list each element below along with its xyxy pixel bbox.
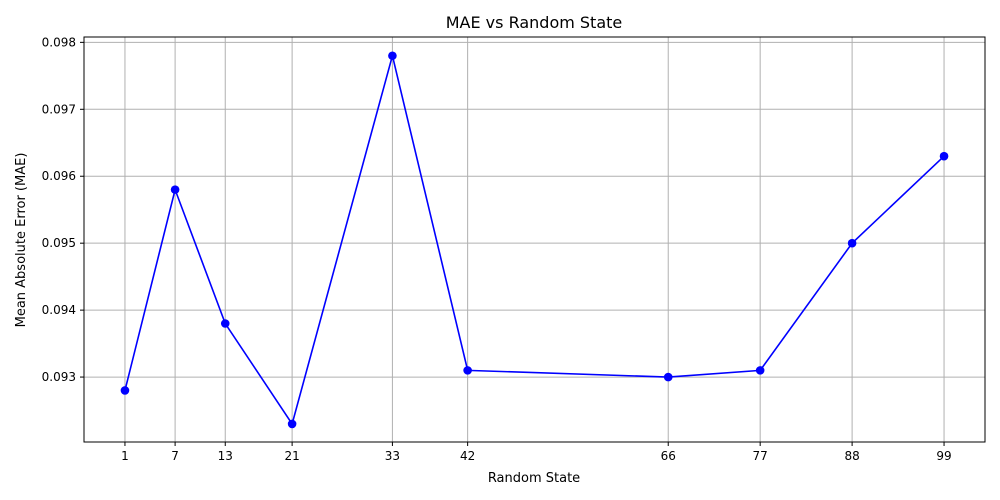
x-tick-label: 21 bbox=[284, 449, 299, 463]
data-point bbox=[755, 366, 765, 375]
y-tick-label: 0.097 bbox=[42, 102, 76, 116]
data-point bbox=[287, 419, 297, 429]
series-mae bbox=[120, 51, 949, 429]
x-tick-label: 66 bbox=[661, 449, 676, 463]
y-tick-label: 0.094 bbox=[42, 303, 76, 317]
data-point bbox=[663, 372, 673, 382]
x-tick-label: 88 bbox=[844, 449, 859, 463]
x-tick-label: 1 bbox=[121, 449, 129, 463]
series-line bbox=[124, 55, 945, 426]
ticks: 1 7 13 21 33 42 66 77 88 99 0.093 0.094 0.095 0.096 0.… bbox=[42, 35, 952, 463]
data-point bbox=[847, 238, 857, 248]
data-point bbox=[220, 319, 230, 328]
grid bbox=[84, 37, 985, 442]
data-point bbox=[120, 386, 130, 395]
chart-title: MAE vs Random State bbox=[446, 13, 623, 32]
y-tick-label: 0.093 bbox=[42, 370, 76, 384]
x-tick-label: 99 bbox=[936, 449, 951, 463]
data-point bbox=[388, 51, 397, 61]
x-axis-label: Random State bbox=[488, 471, 580, 486]
plot-frame bbox=[83, 36, 986, 443]
x-tick-label: 33 bbox=[385, 449, 400, 463]
x-tick-label: 77 bbox=[753, 449, 768, 463]
y-tick-label: 0.095 bbox=[42, 236, 76, 250]
y-tick-label: 0.098 bbox=[42, 35, 76, 49]
x-tick-label: 13 bbox=[218, 449, 233, 463]
y-tick-label: 0.096 bbox=[42, 169, 76, 183]
data-point bbox=[463, 366, 472, 375]
x-tick-label: 7 bbox=[171, 449, 179, 463]
x-tick-label: 42 bbox=[460, 449, 475, 463]
data-point bbox=[939, 151, 949, 161]
y-axis-label: Mean Absolute Error (MAE) bbox=[14, 153, 29, 328]
data-point bbox=[170, 185, 180, 194]
